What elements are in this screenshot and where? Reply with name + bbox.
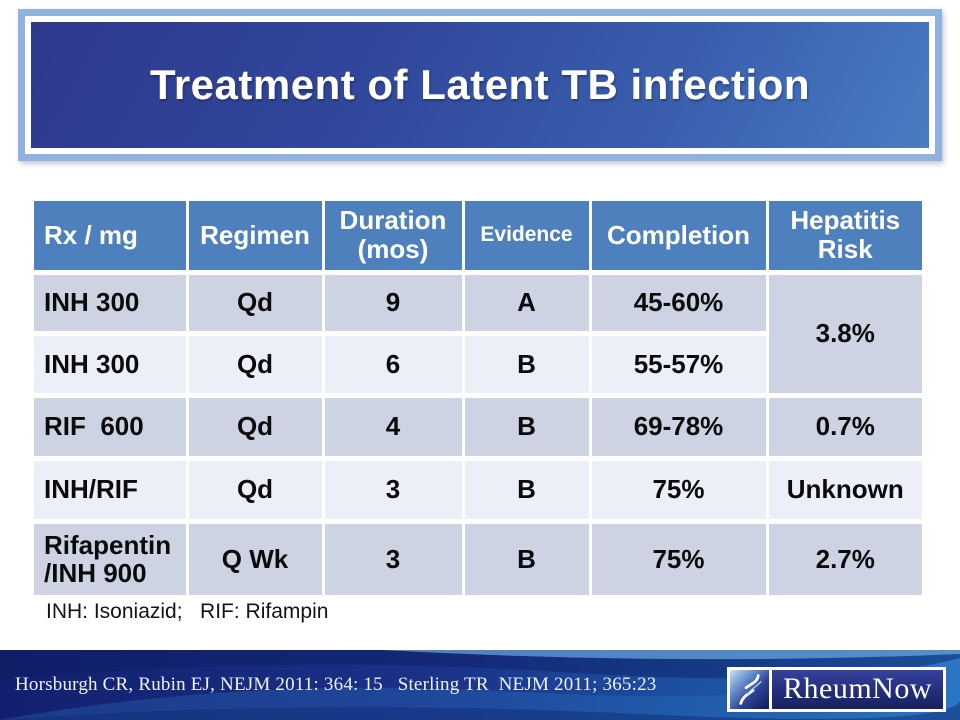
hepatitis-merged-cell: 3.8% xyxy=(765,269,922,398)
col-header-evidence: Evidence xyxy=(461,201,592,275)
rheumnow-logo: RheumNow xyxy=(727,667,946,712)
table-cell-rx: INH 300 xyxy=(34,330,189,398)
col-header-rx: Rx / mg xyxy=(34,201,189,275)
table-cell-rx: Rifapentin /INH 900 xyxy=(34,518,189,595)
table-cell-rx: INH/RIF xyxy=(34,455,189,524)
citation-text: Horsburgh CR, Rubin EJ, NEJM 2011: 364: … xyxy=(15,674,657,695)
table-cell-regimen: Qd xyxy=(185,330,325,398)
table-cell-duration: 4 xyxy=(321,392,465,461)
table-cell-evidence: B xyxy=(461,518,592,595)
table-cell-duration: 9 xyxy=(321,269,465,336)
table-cell-evidence: B xyxy=(461,392,592,461)
table-cell-evidence: B xyxy=(461,330,592,398)
logo-text: RheumNow xyxy=(783,671,932,705)
slide-title: Treatment of Latent TB infection xyxy=(149,61,811,108)
joint-icon xyxy=(730,670,769,709)
table-cell-hepatitis: Unknown xyxy=(765,455,922,524)
table-row: Rifapentin /INH 900 Q Wk 3 B 75% 2.7% xyxy=(34,518,922,595)
col-header-hepatitis: Hepatitis Risk xyxy=(765,201,922,275)
table-cell-duration: 3 xyxy=(321,455,465,524)
table-row: INH 300 Qd 6 B 55-57% xyxy=(34,330,922,398)
table-cell-completion: 45-60% xyxy=(588,269,769,336)
col-header-completion: Completion xyxy=(588,201,769,275)
table-cell-regimen: Q Wk xyxy=(185,518,325,595)
table-cell-completion: 69-78% xyxy=(588,392,769,461)
table-cell-completion: 55-57% xyxy=(588,330,767,398)
title-banner: Treatment of Latent TB infection xyxy=(18,9,942,161)
table-row: RIF 600 Qd 4 B 69-78% 0.7% xyxy=(34,392,922,461)
table-cell-regimen: Qd xyxy=(185,269,325,336)
treatment-table: Rx / mg Regimen Duration (mos) Evidence … xyxy=(34,201,922,595)
col-header-regimen: Regimen xyxy=(185,201,325,275)
table-cell-duration: 6 xyxy=(321,330,465,398)
col-header-duration: Duration (mos) xyxy=(321,201,465,275)
table-cell-regimen: Qd xyxy=(185,455,325,524)
table-cell-evidence: A xyxy=(461,269,592,336)
table-cell-hepatitis: 2.7% xyxy=(765,518,922,595)
table-row: INH 300 Qd 9 A 45-60% 3.8% xyxy=(34,269,922,398)
table-cell-rx: INH 300 xyxy=(34,269,189,336)
abbreviation-note: INH: Isoniazid; RIF: Rifampin xyxy=(46,600,329,623)
table-cell-completion: 75% xyxy=(588,455,769,524)
table-cell-rx: RIF 600 xyxy=(34,392,189,461)
footer-bar: Horsburgh CR, Rubin EJ, NEJM 2011: 364: … xyxy=(0,650,960,720)
header-row: Rx / mg Regimen Duration (mos) Evidence … xyxy=(34,201,922,275)
table-cell-completion: 75% xyxy=(588,518,769,595)
logo-divider xyxy=(769,670,772,709)
table-cell-hepatitis: 0.7% xyxy=(765,392,922,461)
table-cell-regimen: Qd xyxy=(185,392,325,461)
table-cell-evidence: B xyxy=(461,455,592,524)
table-row: INH/RIF Qd 3 B 75% Unknown xyxy=(34,455,922,524)
title-banner-fill: Treatment of Latent TB infection xyxy=(31,22,929,148)
table-cell-duration: 3 xyxy=(321,518,465,595)
